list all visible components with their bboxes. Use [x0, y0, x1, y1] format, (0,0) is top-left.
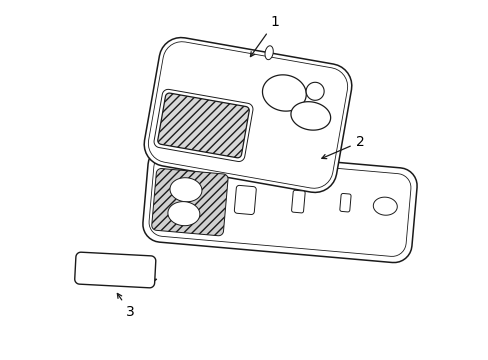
Polygon shape: [290, 102, 330, 130]
Polygon shape: [154, 89, 252, 162]
Polygon shape: [291, 190, 305, 213]
Polygon shape: [78, 275, 157, 283]
Polygon shape: [262, 75, 305, 111]
Text: 3: 3: [117, 293, 134, 319]
Polygon shape: [75, 252, 156, 288]
Polygon shape: [142, 148, 416, 262]
Polygon shape: [158, 93, 249, 158]
Polygon shape: [305, 82, 324, 100]
Polygon shape: [170, 178, 202, 202]
Polygon shape: [144, 37, 351, 193]
Text: 2: 2: [321, 135, 364, 159]
Polygon shape: [234, 185, 256, 215]
Polygon shape: [339, 193, 350, 212]
Polygon shape: [167, 202, 200, 226]
Polygon shape: [372, 197, 396, 215]
Polygon shape: [151, 168, 227, 236]
Polygon shape: [264, 46, 273, 60]
Polygon shape: [149, 154, 410, 256]
Polygon shape: [148, 42, 347, 188]
Text: 1: 1: [250, 15, 279, 57]
